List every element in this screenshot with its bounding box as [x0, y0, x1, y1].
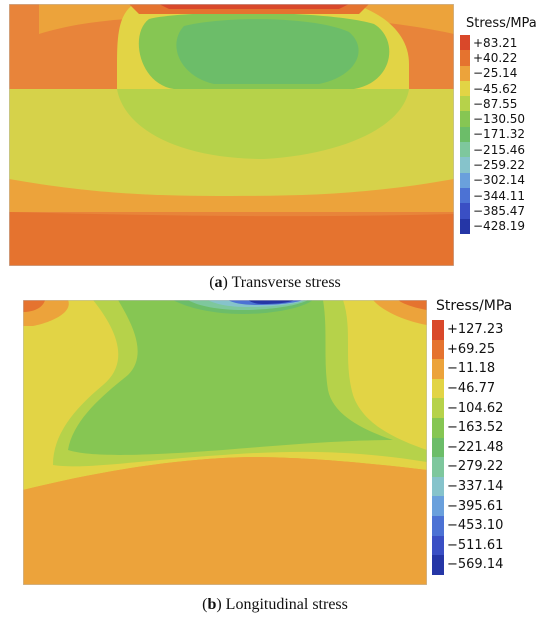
legend-value: −215.46	[473, 142, 526, 157]
legend-item: −279.22	[432, 457, 550, 477]
legend-color-swatch	[432, 417, 444, 438]
legend-color-swatch	[460, 172, 470, 188]
legend-value: −171.32	[473, 127, 526, 142]
legend-color-swatch	[460, 111, 470, 127]
legend-value: +40.22	[473, 50, 518, 65]
caption-letter: b	[207, 596, 217, 613]
legend-value: −221.48	[447, 439, 504, 455]
longitudinal-stress-contour-svg	[23, 300, 427, 585]
transverse-stress-legend: Stress/MPa +83.21 +40.22 −25.14 −45.62 −87.5…	[460, 16, 550, 234]
legend-value: −279.22	[447, 459, 504, 475]
legend-value: −25.14	[473, 66, 518, 81]
legend-item: −344.11	[460, 187, 550, 204]
legend-value: −87.55	[473, 96, 518, 111]
longitudinal-stress-legend: Stress/MPa +127.23 +69.25 −11.18 −46.77 −104…	[432, 298, 550, 575]
legend-color-swatch	[432, 476, 444, 497]
legend-value: −337.14	[447, 479, 504, 495]
legend-item: −171.32	[460, 126, 550, 143]
legend-color-swatch	[460, 126, 470, 143]
legend-item: −221.48	[432, 437, 550, 458]
legend-item: −259.22	[460, 157, 550, 173]
legend-color-swatch	[460, 50, 470, 66]
legend-item: −385.47	[460, 203, 550, 219]
legend-item: +69.25	[432, 339, 550, 360]
caption-transverse-stress: (a) Transverse stress	[209, 274, 341, 291]
legend-item: −11.18	[432, 359, 550, 379]
legend-title: Stress/MPa	[436, 298, 513, 314]
legend-color-swatch	[432, 496, 444, 516]
legend-value: −259.22	[473, 158, 526, 173]
legend-color-swatch	[460, 187, 470, 204]
legend-item: −428.19	[460, 218, 550, 234]
legend-color-swatch	[432, 359, 444, 379]
legend-item: −130.50	[460, 111, 550, 127]
legend-item: −45.62	[460, 80, 550, 97]
panel-transverse-stress: Stress/MPa +83.21 +40.22 −25.14 −45.62 −87.5…	[0, 0, 550, 300]
caption-text: Transverse stress	[231, 274, 341, 291]
legend-value: −130.50	[473, 112, 526, 127]
legend-value: −46.77	[447, 381, 496, 397]
legend-item: −46.77	[432, 378, 550, 399]
legend-value: −511.61	[447, 537, 504, 553]
legend-rows: +83.21 +40.22 −25.14 −45.62 −87.55 −130.50 −17…	[460, 35, 550, 234]
legend-item: −453.10	[432, 515, 550, 536]
legend-value: +127.23	[447, 322, 504, 338]
legend-value: −385.47	[473, 203, 526, 218]
legend-item: −87.55	[460, 96, 550, 112]
caption-longitudinal-stress: (b) Longitudinal stress	[202, 596, 348, 613]
legend-color-swatch	[460, 203, 470, 219]
legend-value: −163.52	[447, 420, 504, 436]
legend-value: −302.14	[473, 173, 526, 188]
legend-item: −104.62	[432, 398, 550, 418]
legend-item: +127.23	[432, 320, 550, 340]
legend-color-swatch	[460, 142, 470, 158]
legend-item: +40.22	[460, 50, 550, 66]
legend-item: −395.61	[432, 496, 550, 516]
transverse-stress-contour-plot	[9, 4, 454, 266]
legend-color-swatch	[432, 457, 444, 477]
legend-value: −104.62	[447, 400, 504, 416]
legend-item: −511.61	[432, 535, 550, 556]
legend-color-swatch	[460, 65, 470, 81]
legend-value: +83.21	[473, 35, 518, 50]
legend-color-swatch	[460, 157, 470, 173]
legend-color-swatch	[432, 339, 444, 360]
legend-value: +69.25	[447, 341, 496, 357]
legend-color-swatch	[460, 35, 470, 51]
legend-title: Stress/MPa	[466, 16, 537, 31]
legend-color-swatch	[460, 218, 470, 234]
legend-item: −163.52	[432, 417, 550, 438]
legend-color-swatch	[432, 535, 444, 556]
caption-letter: a	[214, 274, 223, 291]
legend-value: −569.14	[447, 557, 504, 573]
legend-color-swatch	[432, 378, 444, 399]
legend-color-swatch	[432, 515, 444, 536]
legend-value: −395.61	[447, 498, 504, 514]
legend-color-swatch	[460, 80, 470, 97]
legend-value: −344.11	[473, 188, 526, 203]
legend-value: −45.62	[473, 81, 518, 96]
legend-rows: +127.23 +69.25 −11.18 −46.77 −104.62 −163.52 −…	[432, 320, 550, 575]
caption-text: Longitudinal stress	[225, 596, 348, 613]
legend-item: −569.14	[432, 555, 550, 575]
legend-color-swatch	[432, 555, 444, 575]
legend-color-swatch	[432, 320, 444, 340]
legend-value: −453.10	[447, 518, 504, 534]
legend-color-swatch	[432, 398, 444, 418]
legend-item: −25.14	[460, 65, 550, 81]
legend-item: −215.46	[460, 142, 550, 158]
legend-item: −302.14	[460, 172, 550, 188]
longitudinal-stress-contour-plot	[23, 300, 427, 585]
legend-item: +83.21	[460, 35, 550, 51]
legend-color-swatch	[460, 96, 470, 112]
legend-value: −428.19	[473, 219, 526, 234]
legend-color-swatch	[432, 437, 444, 458]
transverse-stress-contour-svg	[9, 4, 454, 266]
legend-value: −11.18	[447, 361, 496, 377]
legend-item: −337.14	[432, 476, 550, 497]
panel-longitudinal-stress: Stress/MPa +127.23 +69.25 −11.18 −46.77 −104…	[0, 296, 550, 624]
